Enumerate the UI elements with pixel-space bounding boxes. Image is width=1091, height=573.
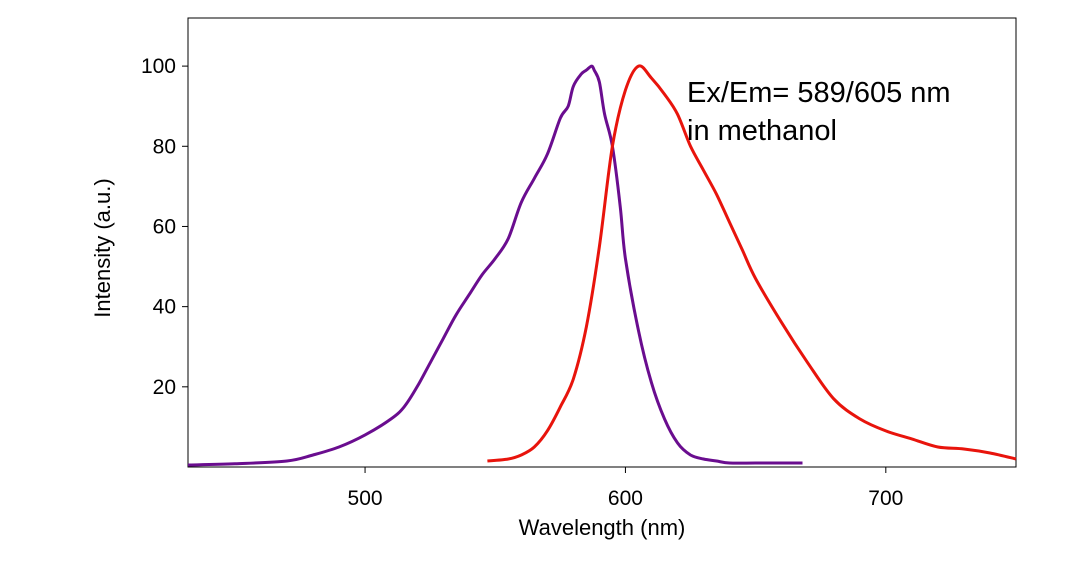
x-tick-label: 700 <box>868 487 903 510</box>
y-tick-label: 20 <box>153 376 176 399</box>
excitation-spectrum-line <box>187 64 803 467</box>
emission-spectrum-line <box>487 64 1017 463</box>
x-tick-label: 600 <box>608 487 643 510</box>
y-tick-label: 40 <box>153 296 176 319</box>
y-tick-label: 60 <box>153 215 176 238</box>
x-tick-label: 500 <box>348 487 383 510</box>
annotation-line-2: in methanol <box>687 115 837 147</box>
axis-ticks: 500 600 700 20 40 60 80 100 <box>141 55 903 510</box>
annotation-line-1: Ex/Em= 589/605 nm <box>687 77 951 109</box>
y-tick-label: 80 <box>153 135 176 158</box>
series-layer <box>187 64 1017 467</box>
y-axis-title: Intensity (a.u.) <box>90 178 115 317</box>
x-axis-title: Wavelength (nm) <box>519 515 686 540</box>
y-tick-label: 100 <box>141 55 176 78</box>
plot-frame <box>187 17 1017 468</box>
